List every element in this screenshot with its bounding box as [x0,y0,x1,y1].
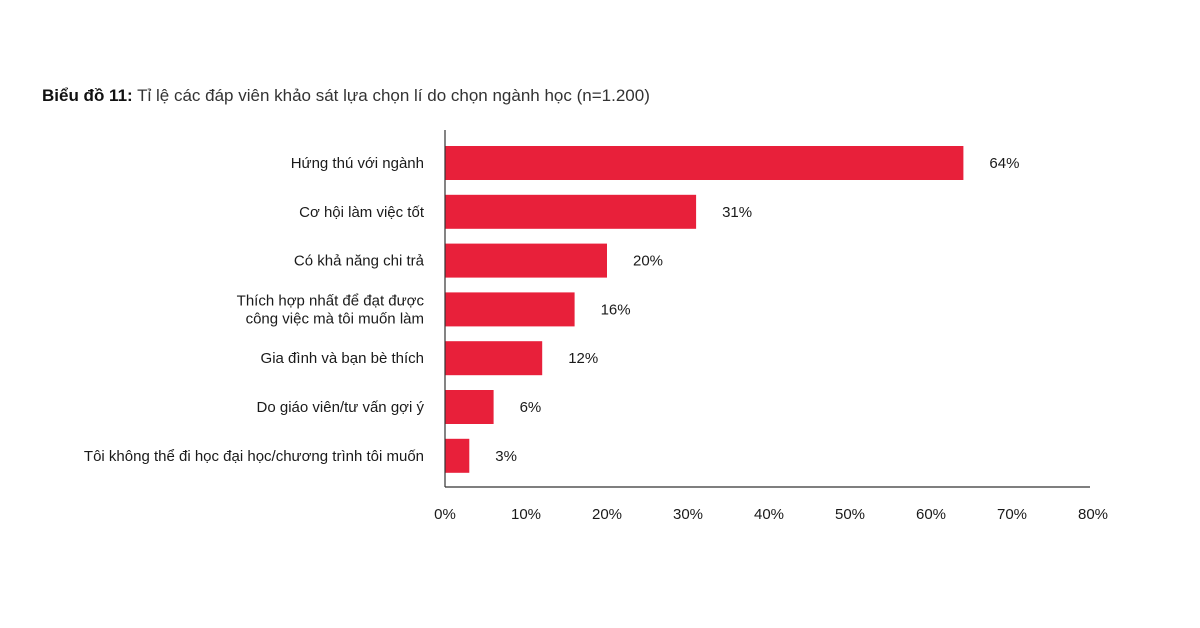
category-label-2: Cơ hội làm việc tốt [299,204,425,221]
category-label-3: Có khả năng chi trả [294,253,425,270]
category-label-line: Hứng thú với ngành [291,155,424,172]
category-labels-group: Hứng thú với ngành Cơ hội làm việc tốt Có … [84,155,425,465]
x-tick-label-20: 20% [592,506,622,523]
value-labels-group: 64% 31% 20% 16% 12% 6% 3% [495,155,1019,465]
value-label-1: 64% [989,155,1019,172]
category-label-line: Do giáo viên/tư vấn gợi ý [257,399,425,416]
x-tick-label-50: 50% [835,506,865,523]
value-label-5: 12% [568,350,598,367]
x-tick-label-30: 30% [673,506,703,523]
bar-5 [445,341,543,376]
category-label-line: Gia đình và bạn bè thích [261,350,424,367]
bar-6 [445,390,494,424]
x-tick-labels-group: 0% 10% 20% 30% 40% 50% 60% 70% 80% [434,506,1108,523]
value-label-7: 3% [495,448,517,465]
bar-3 [445,243,607,278]
category-label-line: Tôi không thể đi học đại học/chương trìn… [84,448,424,465]
category-label-1: Hứng thú với ngành [291,155,424,172]
x-tick-label-60: 60% [916,506,946,523]
category-label-line: Cơ hội làm việc tốt [299,204,425,221]
chart-title-prefix: Biểu đồ 11: [42,86,133,105]
chart-title-text: Tỉ lệ các đáp viên khảo sát lựa chọn lí … [137,86,650,105]
category-label-line: công việc mà tôi muốn làm [246,310,424,327]
bar-2 [445,194,697,229]
value-label-3: 20% [633,253,663,270]
value-label-2: 31% [722,204,752,221]
category-label-4: Thích hợp nhất để đạt được công việc mà t… [237,292,425,327]
category-label-6: Do giáo viên/tư vấn gợi ý [257,399,425,416]
category-label-line: Có khả năng chi trả [294,253,425,270]
x-tick-label-80: 80% [1078,506,1108,523]
bar-7 [445,438,470,473]
bar-4 [445,292,575,327]
category-label-5: Gia đình và bạn bè thích [261,350,424,367]
axes-group [444,130,1090,488]
bars-group [445,146,964,473]
category-label-line: Thích hợp nhất để đạt được [237,292,425,309]
bar-1 [445,146,964,180]
category-label-7: Tôi không thể đi học đại học/chương trìn… [84,448,424,465]
x-tick-label-40: 40% [754,506,784,523]
x-tick-label-70: 70% [997,506,1027,523]
x-tick-label-0: 0% [434,506,456,523]
x-tick-label-10: 10% [511,506,541,523]
chart-title: Biểu đồ 11: Tỉ lệ các đáp viên khảo sát … [42,86,650,106]
value-label-4: 16% [601,301,631,318]
value-label-6: 6% [520,399,542,416]
